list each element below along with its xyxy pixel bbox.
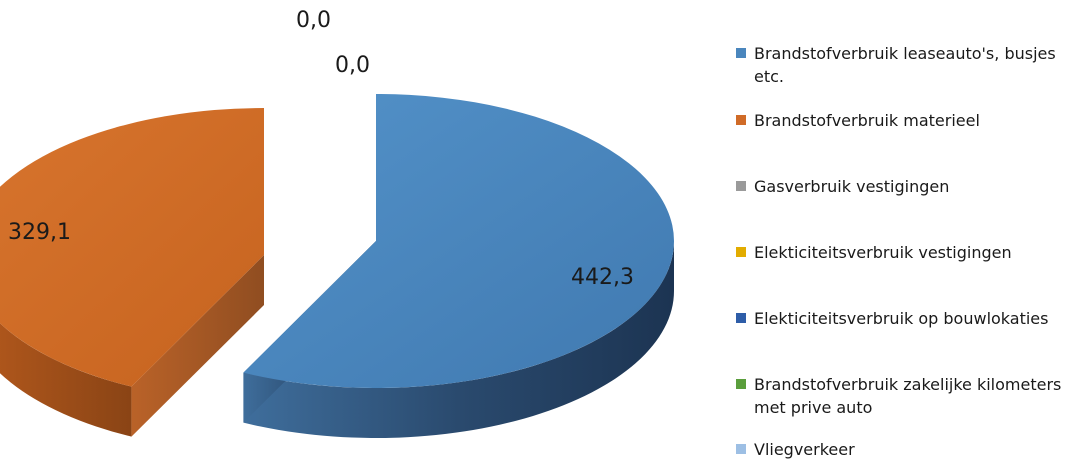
- legend-swatch: [736, 48, 746, 58]
- data-label-elekticiteitsverbruik-vestigingen: 0,0: [335, 53, 370, 78]
- legend-item-elekticiteitsverbruik-op-bouwlokaties: Elekticiteitsverbruik op bouwlokaties: [736, 307, 1086, 330]
- legend-swatch: [736, 444, 746, 454]
- legend-item-elekticiteitsverbruik-vestigingen: Elekticiteitsverbruik vestigingen: [736, 241, 1086, 264]
- legend-item-gasverbruik-vestigingen: Gasverbruik vestigingen: [736, 175, 1086, 198]
- pie-slice-cut: [131, 255, 264, 437]
- legend-label: Brandstofverbruik zakelijke kilometers m…: [754, 375, 1062, 417]
- legend-item-brandstofverbruik-leaseauto-s-busjes-etc: Brandstofverbruik leaseauto's, busjes et…: [736, 42, 1086, 88]
- pie-slice-brandstofverbruik-leaseauto-s-busjes-etc: [243, 94, 675, 438]
- pie-slice-brandstofverbruik-materieel: [0, 108, 264, 437]
- legend-label: Brandstofverbruik leaseauto's, busjes et…: [754, 44, 1056, 86]
- data-label-gasverbruik-vestigingen: 0,0: [296, 8, 331, 33]
- data-label-brandstofverbruik-leaseauto-s-busjes-etc: 442,3: [571, 265, 634, 290]
- legend-swatch: [736, 181, 746, 191]
- pie-slice-side: [0, 323, 132, 437]
- legend-item-brandstofverbruik-zakelijke-kilometers-met-prive-auto: Brandstofverbruik zakelijke kilometers m…: [736, 373, 1086, 419]
- legend-label: Gasverbruik vestigingen: [754, 177, 950, 196]
- legend-swatch: [736, 313, 746, 323]
- legend-item-vliegverkeer: Vliegverkeer: [736, 438, 1086, 461]
- legend-label: Elekticiteitsverbruik op bouwlokaties: [754, 309, 1049, 328]
- legend-label: Elekticiteitsverbruik vestigingen: [754, 243, 1012, 262]
- legend: Brandstofverbruik leaseauto's, busjes et…: [726, 0, 1087, 461]
- pie-slice-top: [243, 94, 675, 388]
- legend-swatch: [736, 247, 746, 257]
- data-label-brandstofverbruik-materieel: 329,1: [8, 220, 71, 245]
- legend-label: Brandstofverbruik materieel: [754, 111, 980, 130]
- legend-label: Vliegverkeer: [754, 440, 855, 459]
- pie-chart: [0, 94, 675, 438]
- pie-slice-side: [243, 241, 674, 438]
- legend-swatch: [736, 379, 746, 389]
- legend-item-brandstofverbruik-materieel: Brandstofverbruik materieel: [736, 109, 1086, 132]
- pie-slice-top: [0, 108, 264, 387]
- legend-swatch: [736, 115, 746, 125]
